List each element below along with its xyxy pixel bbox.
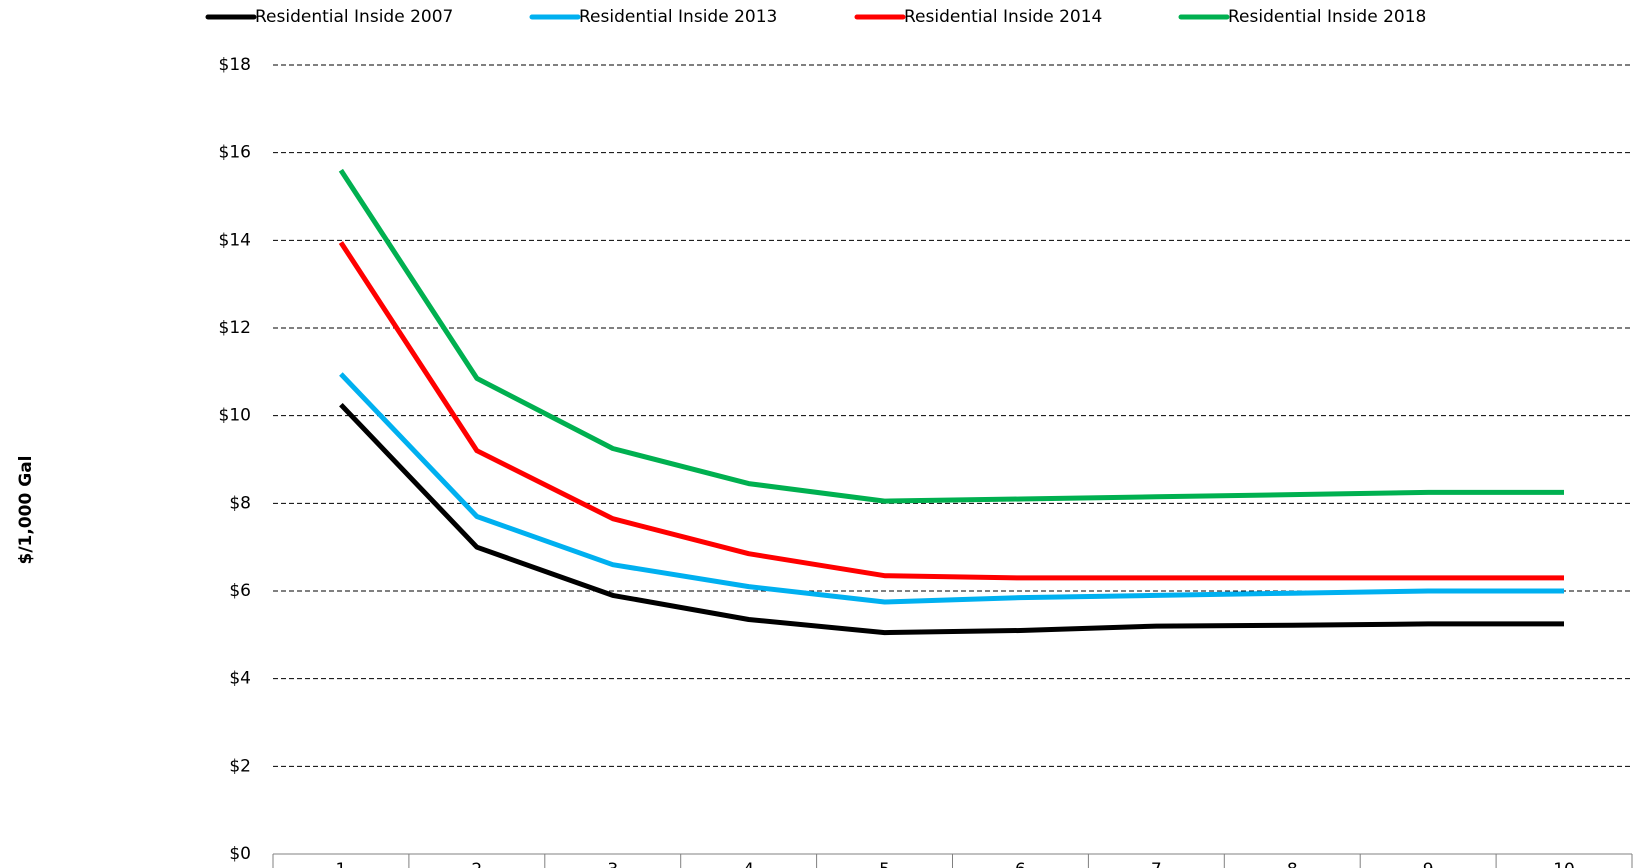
- series-line: [338, 241, 1564, 581]
- y-tick-label: $4: [229, 669, 251, 689]
- y-tick-label: $14: [219, 230, 251, 250]
- y-tick-label: $16: [219, 143, 251, 163]
- x-tick-label: 7: [1151, 860, 1162, 868]
- y-axis-label: $/1,000 Gal: [16, 456, 36, 565]
- series-line: [339, 402, 1564, 636]
- y-tick-label: $10: [219, 406, 251, 426]
- y-tick-label: $12: [219, 318, 251, 338]
- series-line: [339, 372, 1564, 605]
- x-tick-label: 10: [1553, 860, 1575, 868]
- x-tick-label: 8: [1287, 860, 1298, 868]
- legend-label: Residential Inside 2013: [579, 7, 777, 27]
- x-tick-label: 2: [471, 860, 482, 868]
- x-tick-label: 3: [607, 860, 618, 868]
- x-tick-label: 5: [879, 860, 890, 868]
- series-line: [338, 168, 1564, 504]
- legend-label: Residential Inside 2018: [1228, 7, 1426, 27]
- legend-label: Residential Inside 2007: [255, 7, 453, 27]
- y-tick-label: $2: [229, 756, 251, 776]
- y-tick-label: $18: [219, 55, 251, 75]
- x-tick-label: 9: [1423, 860, 1434, 868]
- y-tick-label: $0: [229, 844, 251, 864]
- x-tick-label: 4: [743, 860, 754, 868]
- y-tick-label: $6: [229, 581, 251, 601]
- y-tick-label: $8: [229, 493, 251, 513]
- x-tick-label: 1: [336, 860, 347, 868]
- x-tick-label: 6: [1015, 860, 1026, 868]
- legend-label: Residential Inside 2014: [904, 7, 1102, 27]
